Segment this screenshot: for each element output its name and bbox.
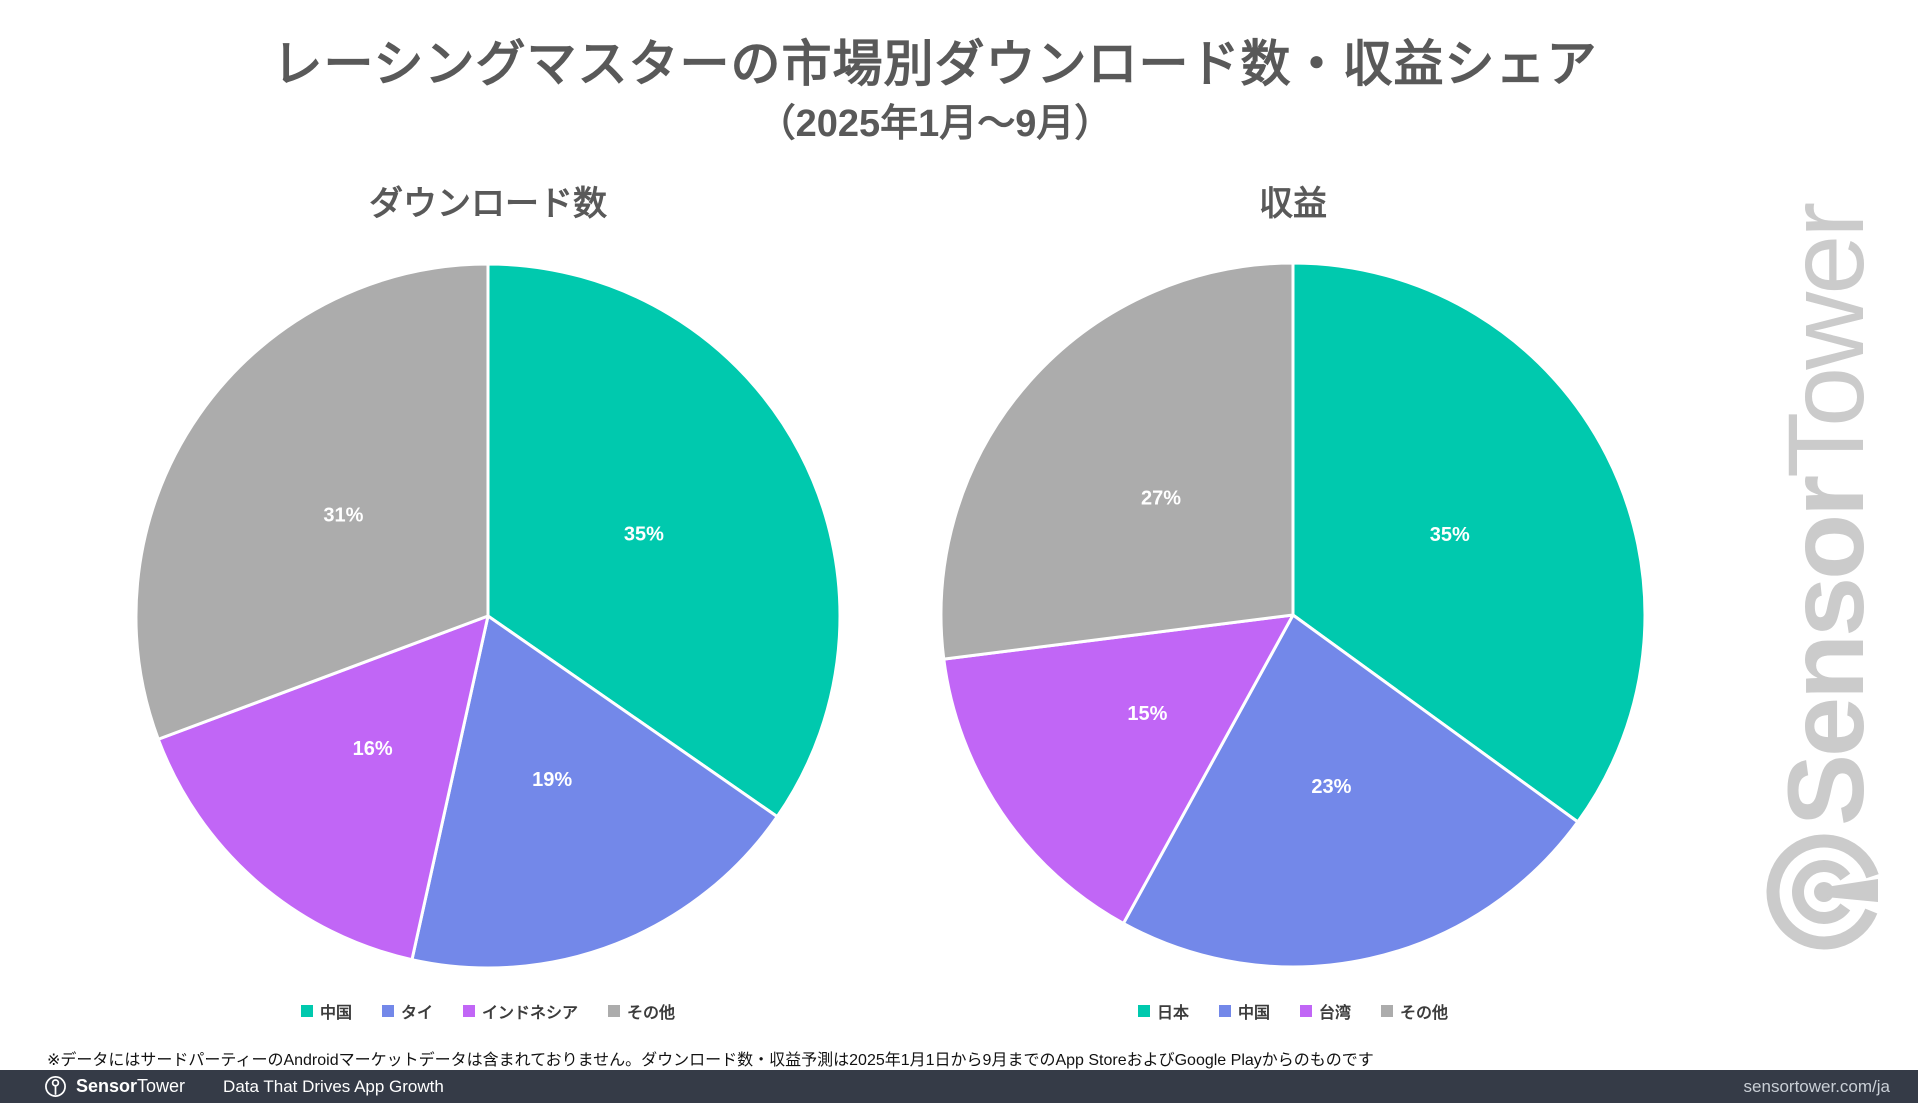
- slice-percent-label: 31%: [323, 505, 363, 527]
- legend-label: インドネシア: [482, 1005, 579, 1022]
- legend-item: タイ: [381, 999, 433, 1023]
- chart-title-revenue: 収益: [1259, 185, 1327, 223]
- footer-brand-bold: Sensor: [76, 1076, 138, 1096]
- footer-tagline: Data That Drives App Growth: [223, 1076, 444, 1096]
- pie-slice-1-3: [939, 261, 1295, 661]
- legend-label: 中国: [1237, 1005, 1270, 1022]
- slice-percent-label: 35%: [624, 523, 664, 545]
- chart-title-downloads: ダウンロード数: [369, 185, 607, 223]
- watermark-brand-bold: Sensor: [1765, 477, 1886, 826]
- slice-percent-label: 35%: [1430, 524, 1470, 546]
- legend-swatch: [300, 1005, 313, 1017]
- footer-bar: SensorTower Data That Drives App Growth …: [0, 1070, 1918, 1103]
- sensortower-logo-icon: [45, 1076, 66, 1097]
- legend-swatch: [608, 1005, 621, 1017]
- pie-slice-0-1: [410, 614, 779, 970]
- legend-swatch: [1218, 1005, 1231, 1017]
- legend-label: タイ: [400, 1005, 433, 1022]
- pie-slice-0-3: [134, 262, 490, 741]
- legend-item: インドネシア: [463, 999, 578, 1023]
- legend-swatch: [1300, 1005, 1312, 1017]
- legend-item: その他: [1381, 999, 1448, 1023]
- footer-brand: SensorTower: [44, 1075, 185, 1098]
- legend-label: 日本: [1156, 1005, 1189, 1022]
- slice-percent-label: 16%: [353, 738, 393, 760]
- legend-item: 中国: [300, 999, 352, 1023]
- slice-percent-label: 19%: [532, 769, 572, 791]
- legend-label: その他: [1400, 1005, 1449, 1022]
- footer-brand-name: SensorTower: [76, 1076, 185, 1097]
- legend-swatch: [1381, 1005, 1394, 1017]
- pie-slice-0-0: [486, 262, 842, 819]
- slice-percent-label: 27%: [1141, 488, 1181, 510]
- legend-swatch: [1137, 1005, 1150, 1017]
- slice-percent-label: 23%: [1311, 776, 1351, 798]
- pie-chart-downloads: 35% 19% 16% 31%: [134, 262, 842, 970]
- page-title: レーシングマスターの市場別ダウンロード数・収益シェア: [272, 36, 1598, 92]
- legend-downloads: 中国 タイ インドネシア その他: [132, 999, 844, 1023]
- footer-brand-regular: Tower: [137, 1076, 186, 1096]
- legend-item: 台湾: [1300, 999, 1351, 1023]
- watermark-brand-text: SensorTower: [1765, 205, 1886, 826]
- legend-swatch: [463, 1005, 475, 1017]
- pie-chart-revenue: 35% 23% 15% 27%: [939, 261, 1647, 969]
- page-subtitle: （2025年1月〜9月）: [757, 103, 1113, 145]
- legend-item: その他: [608, 999, 675, 1023]
- legend-item: 中国: [1218, 999, 1270, 1023]
- footer-url-link[interactable]: sensortower.com/ja: [1743, 1076, 1890, 1096]
- legend-label: 台湾: [1319, 1005, 1352, 1022]
- legend-item: 日本: [1137, 999, 1189, 1023]
- watermark-brand-regular: Tower: [1765, 204, 1886, 478]
- legend-revenue: 日本 中国 台湾 その他: [937, 999, 1649, 1023]
- legend-label: その他: [627, 1005, 676, 1022]
- slice-percent-label: 15%: [1127, 703, 1167, 725]
- legend-label: 中国: [319, 1005, 352, 1022]
- footnote-text: ※データにはサードパーティーのAndroidマーケットデータは含まれておりません…: [47, 1052, 1374, 1069]
- pie-slice-1-1: [1121, 613, 1580, 969]
- watermark-gauge-icon: [1766, 834, 1879, 950]
- pie-slice-1-2: [942, 613, 1295, 925]
- pie-slice-1-0: [1291, 261, 1647, 824]
- pie-slice-0-2: [156, 614, 490, 962]
- legend-swatch: [381, 1005, 394, 1017]
